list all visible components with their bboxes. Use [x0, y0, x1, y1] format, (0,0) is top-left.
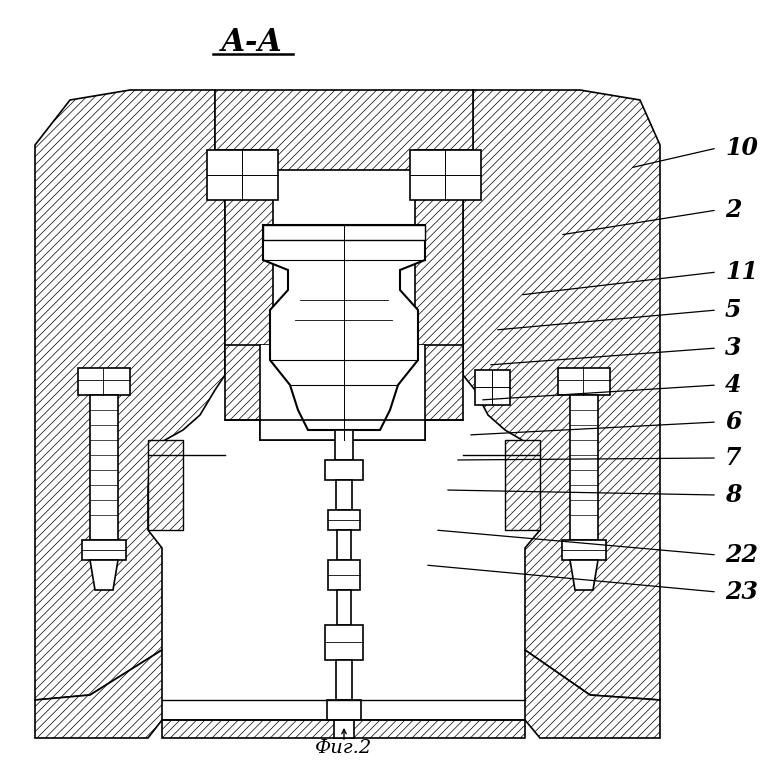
Polygon shape — [562, 540, 606, 560]
Polygon shape — [328, 560, 360, 590]
Polygon shape — [328, 510, 360, 530]
Polygon shape — [525, 650, 660, 738]
Text: 4: 4 — [725, 373, 742, 397]
Text: 6: 6 — [725, 410, 742, 434]
Polygon shape — [263, 225, 425, 240]
Polygon shape — [327, 700, 361, 720]
Text: 10: 10 — [725, 136, 758, 160]
Polygon shape — [463, 90, 660, 700]
Polygon shape — [410, 150, 481, 200]
Polygon shape — [35, 650, 162, 738]
Polygon shape — [334, 720, 354, 738]
Polygon shape — [570, 395, 598, 540]
Polygon shape — [225, 150, 273, 375]
Polygon shape — [162, 720, 525, 738]
Polygon shape — [475, 370, 510, 405]
Polygon shape — [35, 90, 225, 700]
Text: 3: 3 — [725, 336, 742, 360]
Text: 2: 2 — [725, 198, 742, 222]
Text: 23: 23 — [725, 580, 758, 604]
Polygon shape — [78, 368, 130, 395]
Polygon shape — [337, 590, 351, 625]
Polygon shape — [82, 540, 126, 560]
Polygon shape — [215, 90, 473, 170]
Polygon shape — [225, 345, 463, 440]
Text: 22: 22 — [725, 543, 758, 567]
Text: 7: 7 — [725, 446, 742, 470]
Polygon shape — [90, 395, 118, 540]
Text: А-А: А-А — [221, 26, 283, 58]
Text: Фиг.2: Фиг.2 — [315, 739, 373, 757]
Polygon shape — [325, 625, 363, 660]
Polygon shape — [415, 150, 463, 375]
Polygon shape — [505, 440, 540, 530]
Polygon shape — [336, 480, 352, 510]
Polygon shape — [336, 660, 352, 700]
Polygon shape — [260, 345, 425, 440]
Text: 5: 5 — [725, 298, 742, 322]
Polygon shape — [558, 368, 610, 395]
Polygon shape — [90, 560, 118, 590]
Polygon shape — [335, 430, 353, 460]
Polygon shape — [207, 150, 278, 200]
Polygon shape — [570, 560, 598, 590]
Polygon shape — [263, 225, 425, 430]
Polygon shape — [337, 530, 351, 560]
Polygon shape — [325, 460, 363, 480]
Text: 8: 8 — [725, 483, 742, 507]
Polygon shape — [148, 440, 183, 530]
Text: 11: 11 — [725, 260, 758, 284]
